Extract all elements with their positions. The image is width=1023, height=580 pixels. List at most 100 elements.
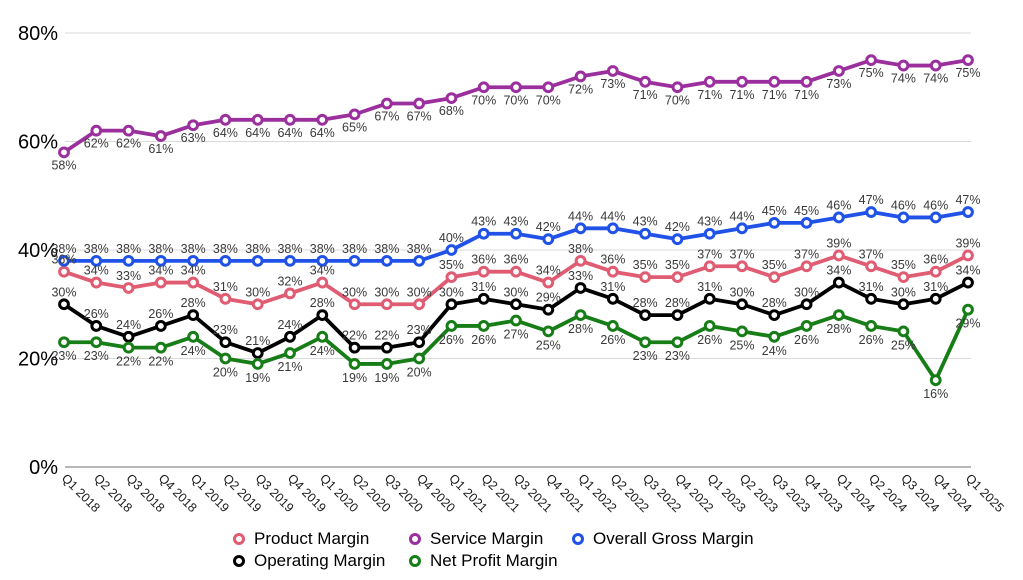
operating-margin-label: 22%	[342, 329, 367, 343]
net-profit-margin-point	[832, 309, 845, 322]
product-margin-label: 35%	[665, 258, 690, 272]
net-profit-margin-label: 23%	[633, 349, 658, 363]
overall-gross-margin-label: 38%	[213, 242, 238, 256]
product-margin-point	[542, 276, 555, 289]
net-profit-margin-label: 20%	[407, 366, 432, 380]
product-margin-point	[284, 287, 296, 300]
service-margin-point	[736, 75, 748, 88]
net-profit-margin-point	[477, 320, 490, 332]
overall-gross-margin-label: 44%	[600, 209, 625, 223]
net-profit-margin-label: 19%	[342, 371, 367, 385]
overall-gross-margin-label: 38%	[374, 242, 399, 256]
product-margin-point	[477, 265, 490, 278]
net-profit-margin-marker-icon	[409, 554, 421, 567]
net-profit-margin-point	[187, 330, 200, 343]
operating-margin-point	[316, 309, 329, 322]
product-margin-label: 36%	[600, 253, 625, 267]
service-margin-label: 70%	[536, 93, 561, 107]
service-margin-point	[865, 54, 878, 67]
legend-item-operating-margin: Operating Margin	[233, 550, 409, 571]
operating-margin-point	[639, 309, 652, 322]
overall-gross-margin-label: 47%	[955, 193, 980, 207]
service-margin-point	[639, 75, 652, 88]
overall-gross-margin-label: 38%	[310, 242, 335, 256]
overall-gross-margin-point	[574, 222, 587, 235]
overall-gross-margin-point	[671, 233, 684, 246]
product-margin-label: 34%	[84, 264, 109, 278]
overall-gross-margin-label: 44%	[729, 209, 754, 223]
operating-margin-label: 31%	[859, 280, 884, 294]
product-margin-point	[832, 249, 845, 262]
service-margin-point	[445, 92, 458, 104]
overall-gross-margin-point	[284, 254, 296, 267]
service-margin-point	[187, 119, 200, 132]
overall-gross-margin-label: 38%	[84, 242, 109, 256]
service-margin-point	[316, 113, 329, 126]
net-profit-margin-point	[639, 336, 652, 349]
net-profit-margin-point	[316, 330, 329, 343]
product-margin-point	[316, 276, 329, 289]
operating-margin-point	[251, 347, 264, 359]
overall-gross-margin-label: 38%	[342, 242, 367, 256]
product-margin-point	[703, 260, 716, 273]
service-margin-point	[219, 113, 232, 126]
operating-margin-label: 26%	[148, 307, 173, 321]
net-profit-margin-label: 25%	[536, 338, 561, 352]
overall-gross-margin-label: 43%	[633, 215, 658, 229]
product-margin-point	[58, 265, 70, 278]
product-margin-point	[800, 260, 813, 273]
overall-gross-margin-label: 46%	[923, 198, 948, 212]
overall-gross-margin-label: 38%	[245, 242, 270, 256]
operating-margin-point	[187, 309, 200, 322]
product-margin-label: 36%	[923, 253, 948, 267]
service-margin-label: 70%	[471, 93, 496, 107]
net-profit-margin-point	[413, 352, 426, 365]
service-margin-label: 71%	[697, 88, 722, 102]
product-margin-label: 39%	[826, 236, 851, 250]
net-profit-margin-label: 19%	[374, 371, 399, 385]
net-profit-margin-point	[703, 320, 716, 332]
product-margin-point	[154, 276, 167, 289]
net-profit-margin-label: 22%	[116, 355, 141, 369]
net-profit-margin-point	[154, 341, 167, 354]
legend-label-product-margin: Product Margin	[254, 529, 370, 548]
service-margin-point	[154, 130, 167, 142]
service-margin-label: 75%	[955, 66, 980, 80]
product-margin-point	[122, 282, 135, 294]
product-margin-label: 31%	[213, 280, 238, 294]
legend-label-overall-gross-margin: Overall Gross Margin	[593, 529, 754, 548]
operating-margin-point	[122, 330, 135, 343]
operating-margin-marker-icon	[233, 554, 245, 567]
net-profit-margin-point	[58, 336, 70, 349]
overall-gross-margin-label: 38%	[116, 242, 141, 256]
overall-gross-margin-point	[768, 216, 781, 229]
overall-gross-margin-label: 45%	[794, 204, 819, 218]
operating-margin-label: 28%	[181, 296, 206, 310]
net-profit-margin-label: 25%	[891, 338, 916, 352]
product-margin-label: 37%	[794, 247, 819, 261]
operating-margin-point	[606, 292, 619, 305]
product-margin-point	[736, 260, 748, 273]
service-margin-point	[929, 59, 942, 72]
overall-gross-margin-point	[929, 211, 942, 224]
overall-gross-margin-label: 38%	[148, 242, 173, 256]
overall-gross-margin-point	[90, 254, 103, 267]
operating-margin-point	[477, 292, 490, 305]
net-profit-margin-label: 26%	[439, 333, 464, 347]
overall-gross-margin-point	[445, 244, 458, 256]
operating-margin-label: 28%	[762, 296, 787, 310]
product-margin-label: 37%	[859, 247, 884, 261]
overall-gross-margin-label: 42%	[536, 220, 561, 234]
net-profit-margin-label: 26%	[471, 333, 496, 347]
service-margin-point	[380, 97, 393, 110]
net-profit-margin-label: 29%	[955, 317, 980, 331]
overall-gross-margin-point	[510, 227, 522, 240]
y-axis-tick: 0%	[29, 457, 58, 479]
service-margin-label: 67%	[407, 110, 432, 124]
product-margin-label: 37%	[697, 247, 722, 261]
operating-margin-point	[865, 292, 878, 305]
overall-gross-margin-label: 43%	[471, 215, 496, 229]
overall-gross-margin-point	[477, 227, 490, 240]
operating-margin-point	[832, 276, 845, 289]
